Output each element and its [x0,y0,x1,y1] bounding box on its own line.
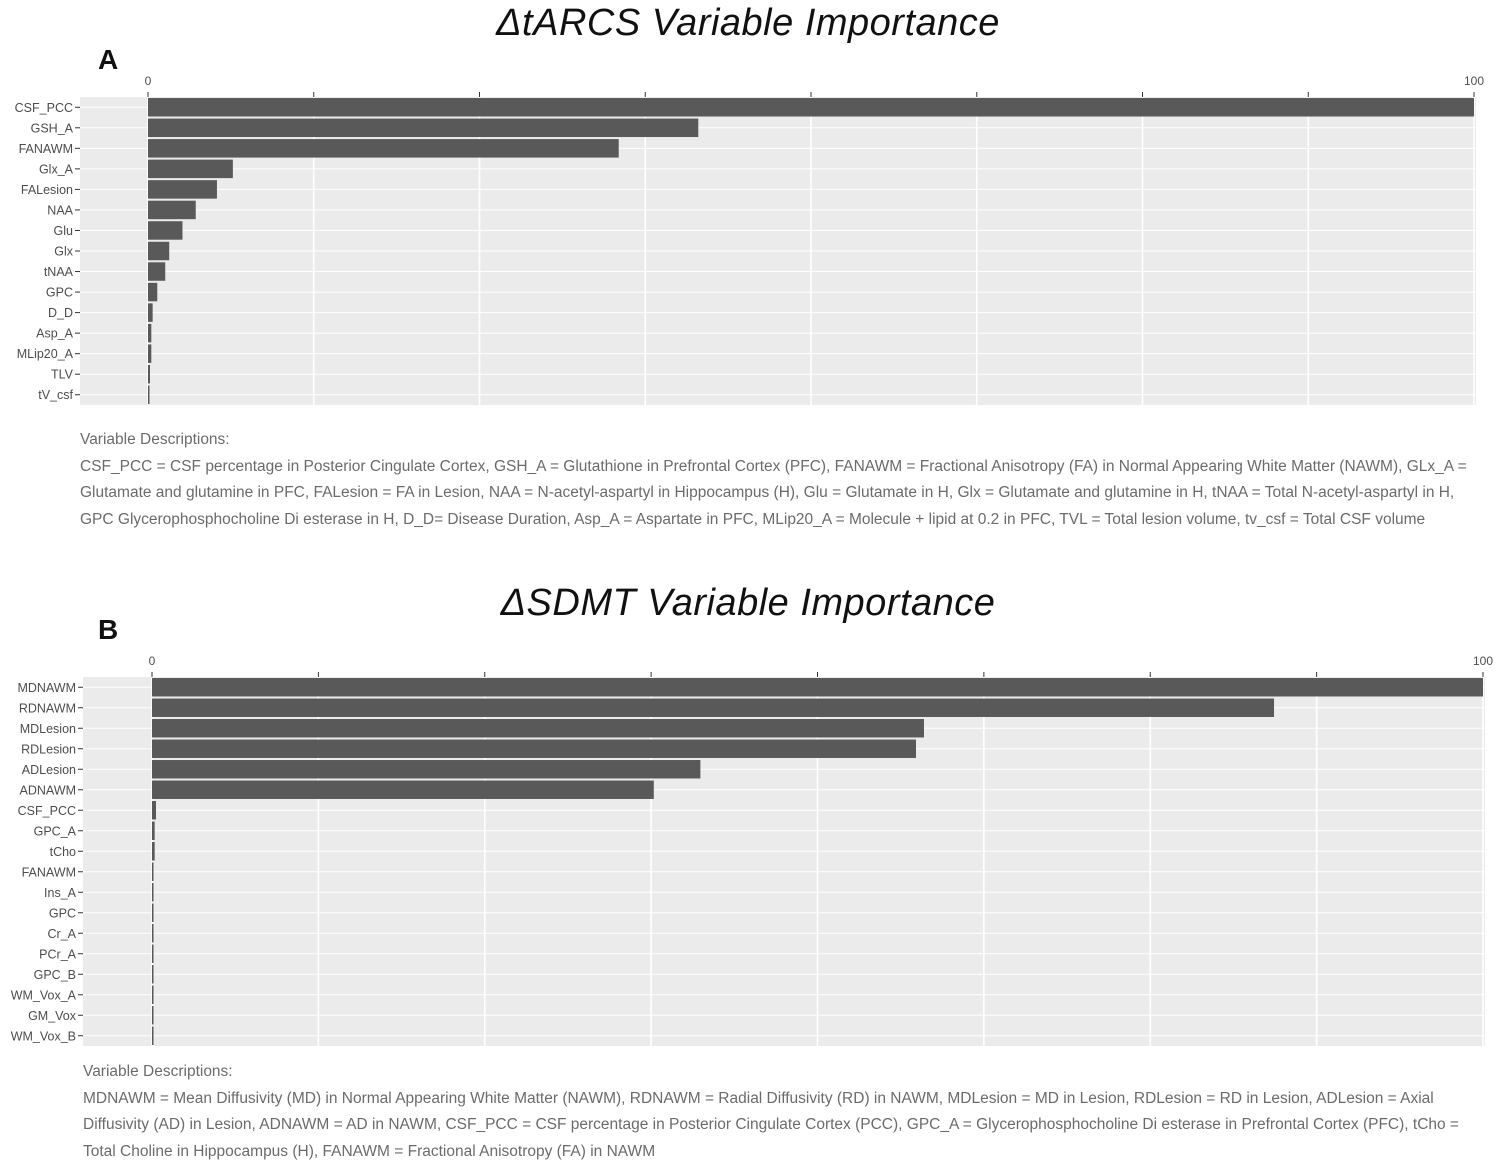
chart-a-bar [148,98,1474,117]
chart-a-bar [148,180,217,199]
chart-b-plot-background [83,677,1485,1046]
chart-a-category-label: CSF_PCC [15,101,73,115]
chart-b-category-label: MDNAWM [17,681,76,695]
chart-a-bar [148,200,196,220]
chart-a-category-label: Asp_A [36,327,73,341]
chart-b-bar [152,678,1483,697]
chart-a-category-label: GPC [46,286,73,300]
chart-b-bar [152,842,155,861]
chart-a-description-heading: Variable Descriptions: [80,431,230,448]
chart-a-title: ΔtARCS Variable Importance [496,2,1000,44]
chart-b-description: Variable Descriptions: MDNAWM = Mean Dif… [83,1059,1478,1165]
chart-b-category-label: GPC_A [34,824,77,838]
chart-b-bar [152,862,154,881]
chart-a-bar [148,262,166,281]
chart-b-bar [152,965,154,984]
chart-a-bar [148,303,153,322]
chart-b-bar [152,739,916,758]
chart-a-category-label: Glx [54,245,74,259]
chart-b-title: ΔSDMT Variable Importance [500,582,996,624]
chart-b-category-label: ADLesion [22,763,76,777]
chart-b-category-label: FANAWM [22,865,76,879]
chart-b-category-label: WM_Vox_A [11,988,77,1002]
chart-a-x-tick-label: 0 [145,74,152,88]
chart-b-category-label: Cr_A [48,927,77,941]
chart-b-x-tick-label: 100 [1473,654,1493,668]
chart-a-category-label: NAA [47,203,73,217]
chart-a-category-label: MLip20_A [17,347,74,361]
chart-b-bar [152,719,924,738]
chart-a-bar [148,282,158,302]
chart-b-bar [152,821,155,840]
chart-b-category-label: tCho [50,845,76,859]
chart-b-category-label: GPC [49,906,76,920]
chart-b-bar [152,1006,154,1025]
chart-b-bar [152,924,154,943]
chart-a-category-label: Glx_A [39,162,74,176]
chart-b-bar [152,883,154,902]
chart-b-category-label: CSF_PCC [18,804,76,818]
chart-b-category-label: Ins_A [44,886,77,900]
chart-b-bar [152,698,1275,717]
chart-b-bar [152,903,154,922]
chart-b-category-label: PCr_A [39,947,76,961]
chart-a-category-label: Glu [54,224,74,238]
chart-a: 0 100 CSF_PCC GSH_A FANAWM Glx_A FALesion NAA Gl… [15,74,1484,405]
chart-a-category-label: FALesion [21,183,73,197]
chart-a-bar [148,159,233,179]
panel-a-letter: A [98,44,119,75]
chart-b-description-text: MDNAWM = Mean Diffusivity (MD) in Normal… [83,1089,1459,1160]
chart-a-x-tick-label: 100 [1464,74,1484,88]
panel-b-letter: B [98,614,119,645]
chart-a-category-label: TLV [51,368,74,382]
chart-b-bar [152,1026,154,1045]
chart-a-bar [148,364,150,384]
chart-a-category-label: GSH_A [31,121,74,135]
chart-b-category-label: GM_Vox [28,1009,77,1023]
chart-a-bar [148,118,699,138]
chart-a-bar [148,385,150,404]
chart-b-category-label: GPC_B [34,968,76,982]
chart-a-category-label: D_D [48,306,73,320]
chart-a-bar [148,241,170,261]
chart-a-category-label: FANAWM [19,142,73,156]
chart-a-category-label: tV_csf [38,388,73,402]
chart-a-bar [148,344,152,363]
chart-b-bar [152,801,156,820]
chart-a-bar [148,323,152,343]
chart-b-category-label: WM_Vox_B [11,1029,76,1043]
chart-a-description-text: CSF_PCC = CSF percentage in Posterior Ci… [80,457,1467,528]
chart-b-x-tick-label: 0 [149,654,156,668]
chart-b-category-label: MDLesion [20,722,76,736]
chart-b-bar [152,985,154,1004]
chart-a-bar [148,221,183,240]
chart-a-bar [148,139,619,158]
chart-b: 0 100 MDNAWM RDNAWM MDLesion RDLesion ADLesion… [11,654,1493,1046]
chart-b-category-label: RDNAWM [19,701,76,715]
chart-b-category-label: RDLesion [21,742,76,756]
chart-b-description-heading: Variable Descriptions: [83,1063,233,1080]
chart-b-category-label: ADNAWM [20,783,76,797]
chart-a-category-label: tNAA [44,265,74,279]
chart-b-bar [152,760,701,779]
chart-b-bar [152,780,654,799]
chart-b-bar [152,944,154,963]
chart-a-description: Variable Descriptions: CSF_PCC = CSF per… [80,427,1475,533]
